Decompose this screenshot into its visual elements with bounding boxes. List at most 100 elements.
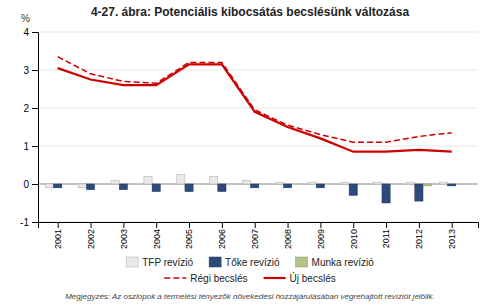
tick: 4 xyxy=(23,27,38,38)
bar xyxy=(144,176,152,184)
tick: 1 xyxy=(23,141,38,152)
title: 4-27. ábra: Potenciális kibocsátás becsl… xyxy=(91,5,409,19)
tick-label: 2003 xyxy=(119,229,129,249)
tick-mark xyxy=(32,70,38,71)
bar xyxy=(185,184,193,192)
bar xyxy=(407,182,415,184)
bar xyxy=(456,184,464,185)
line xyxy=(58,64,452,151)
bar xyxy=(242,180,250,184)
tick-mark xyxy=(288,222,289,228)
bar xyxy=(86,184,94,190)
bar-series xyxy=(423,184,431,186)
tick-mark xyxy=(255,222,256,228)
plot-area xyxy=(45,57,455,203)
grid xyxy=(38,32,478,222)
legend-swatch xyxy=(126,257,138,267)
tick: 2003 xyxy=(119,222,129,249)
tick-mark xyxy=(123,222,124,228)
legend-label: Régi becslés xyxy=(190,273,247,284)
tick-mark xyxy=(419,222,420,228)
bar xyxy=(218,184,226,192)
tick: 2002 xyxy=(86,222,96,249)
legend-swatch xyxy=(264,277,286,279)
bar xyxy=(193,184,201,185)
legend-item: Munka revízió xyxy=(296,257,375,268)
tick-mark xyxy=(91,222,92,228)
bar xyxy=(308,182,316,184)
bar xyxy=(374,182,382,184)
tick-label: 2005 xyxy=(184,229,194,249)
grid-line xyxy=(38,146,478,147)
axis-line xyxy=(39,223,479,229)
tick: 2011 xyxy=(381,222,391,248)
legend-swatch xyxy=(296,257,308,267)
tick: 2010 xyxy=(349,222,359,249)
bar xyxy=(210,176,218,184)
legend-item: Új becslés xyxy=(264,272,336,284)
tick-label: 2008 xyxy=(283,229,293,249)
grid-line xyxy=(38,70,478,71)
tick-label: 2001 xyxy=(53,229,63,249)
tick-mark xyxy=(452,222,453,228)
bar xyxy=(390,184,398,185)
tick-label: 2011 xyxy=(381,229,391,248)
y-axis-label: % xyxy=(21,13,30,24)
bar xyxy=(152,184,160,192)
tick-mark xyxy=(32,32,38,33)
tick: 2009 xyxy=(316,222,326,249)
legend-label: Tőke revízió xyxy=(225,257,280,268)
footnote: Megjegyzés: Az oszlopok a termelési tény… xyxy=(65,292,435,301)
legend-row: TFP revízió Tőke revízió Munka revízió xyxy=(126,257,374,268)
tick-mark xyxy=(189,222,190,228)
tick-mark xyxy=(32,146,38,147)
bar xyxy=(439,182,447,184)
tick: 2007 xyxy=(250,222,260,249)
bar xyxy=(275,182,283,184)
bar xyxy=(54,184,62,188)
chart: 4-27. ábra: Potenciális kibocsátás becsl… xyxy=(0,0,500,307)
tick: 2006 xyxy=(217,222,227,249)
bar xyxy=(292,184,300,185)
bar xyxy=(119,184,127,190)
bar xyxy=(341,182,349,184)
bar xyxy=(251,184,259,188)
tick-label: 4 xyxy=(23,27,29,38)
tick-label: 2013 xyxy=(447,229,457,249)
bar xyxy=(111,180,119,184)
tick: 2 xyxy=(23,103,38,114)
tick-mark xyxy=(32,184,38,185)
tick-label: -1 xyxy=(20,217,29,228)
tick-mark xyxy=(58,222,59,228)
legend-item: Régi becslés xyxy=(164,273,247,284)
legend-label: Új becslés xyxy=(290,272,336,284)
tick-label: 2012 xyxy=(414,229,424,249)
bar xyxy=(448,184,456,186)
bar xyxy=(45,184,53,188)
tick: 2012 xyxy=(414,222,424,249)
bar xyxy=(259,184,267,185)
legend-item: TFP revízió xyxy=(126,257,193,268)
tick: 2005 xyxy=(184,222,194,249)
y-axis: -1 0 1 2 3 4 xyxy=(20,27,38,228)
tick: -1 xyxy=(20,217,38,228)
bar xyxy=(415,184,423,201)
tick-mark xyxy=(156,222,157,228)
bar xyxy=(226,184,234,185)
bar xyxy=(357,184,365,185)
tick-mark xyxy=(386,222,387,228)
legend: TFP revízió Tőke revízió Munka revízió Régi… xyxy=(126,257,374,284)
tick-label: 2010 xyxy=(349,229,359,249)
bar xyxy=(160,184,168,185)
tick: 2008 xyxy=(283,222,293,249)
tick: 2004 xyxy=(152,222,162,249)
tick: 2001 xyxy=(53,222,63,249)
legend-swatch xyxy=(164,277,186,279)
bar xyxy=(382,184,390,203)
x-axis: 2001 2002 2003 2004 2005 2006 2007 2008 2009 2010… xyxy=(39,222,479,249)
tick-mark xyxy=(353,222,354,228)
tick-label: 0 xyxy=(23,179,29,190)
tick: 3 xyxy=(23,65,38,76)
bar xyxy=(95,184,103,185)
tick: 0 xyxy=(23,179,38,190)
